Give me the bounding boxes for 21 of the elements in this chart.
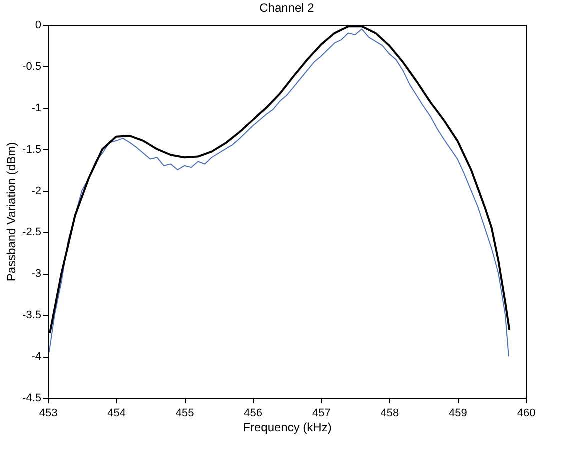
x-tick-label: 458 (380, 408, 400, 420)
x-tick-label: 459 (449, 408, 468, 420)
y-tick-label: -2.5 (22, 226, 42, 239)
y-tick-label: -0.5 (22, 60, 42, 73)
x-tick-label: 453 (39, 408, 58, 420)
x-tick-label: 460 (517, 408, 536, 420)
x-tick-label: 454 (108, 408, 126, 420)
y-tick-label: 0 (35, 20, 42, 32)
y-tick-label: -3.5 (22, 310, 42, 322)
y-tick-label: -1.5 (22, 144, 42, 156)
x-tick-label: 455 (176, 408, 194, 420)
x-tick-label: 457 (312, 408, 331, 420)
y-tick-label: -4 (32, 351, 42, 364)
chart-title: Channel 2 (260, 1, 315, 15)
y-tick-label: -1 (32, 102, 42, 114)
y-tick-label: -4.5 (22, 392, 42, 404)
y-tick-label: -2 (32, 185, 42, 198)
y-axis-title: Passband Variation (dBm) (4, 142, 19, 282)
y-tick-label: -3 (32, 268, 42, 280)
x-axis-title: Frequency (kHz) (243, 420, 332, 434)
x-tick-label: 456 (244, 408, 263, 420)
